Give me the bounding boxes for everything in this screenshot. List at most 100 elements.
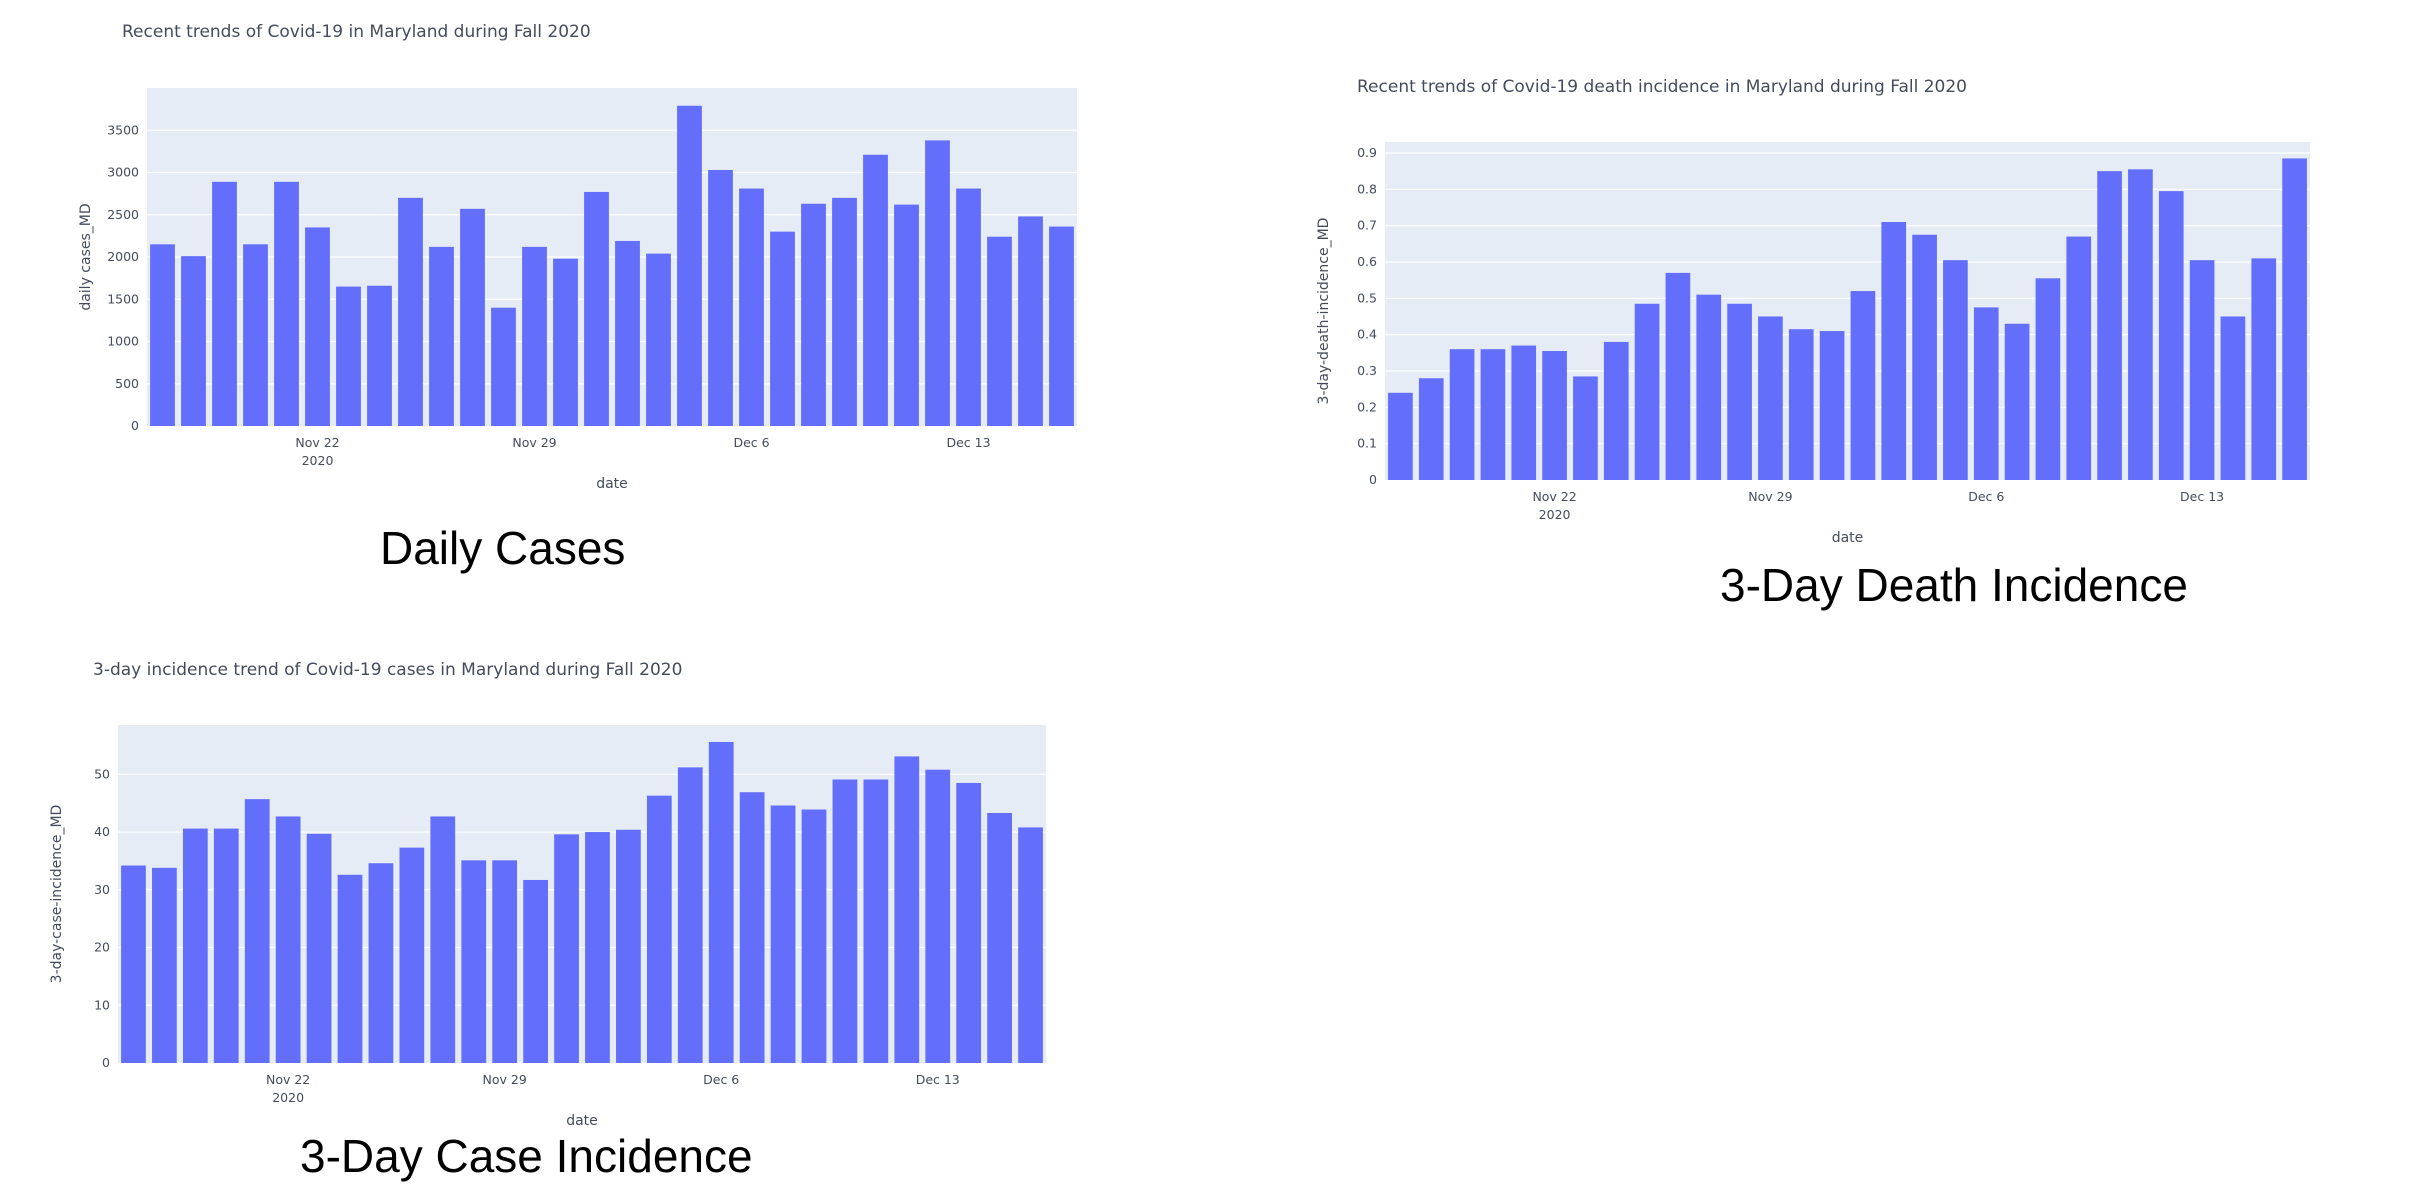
bar <box>460 208 485 426</box>
y-tick-label: 0.6 <box>1357 254 1377 269</box>
bar <box>2128 169 2153 480</box>
plot-area <box>118 725 1046 1063</box>
bar <box>708 741 734 1063</box>
bar <box>677 105 702 427</box>
y-tick-label: 2500 <box>107 207 139 222</box>
bar <box>863 154 888 426</box>
x-tick-label: Dec 6 <box>1968 489 2004 504</box>
bar <box>491 307 516 426</box>
x-tick-label: Dec 6 <box>703 1072 739 1087</box>
bar <box>244 799 270 1063</box>
x-tick-label: Dec 6 <box>733 435 769 450</box>
bar <box>275 816 301 1063</box>
bar <box>584 191 609 426</box>
bar <box>1603 341 1629 480</box>
bar <box>801 809 827 1063</box>
bar <box>1018 216 1043 426</box>
y-tick-label: 500 <box>115 376 139 391</box>
bar <box>1696 294 1722 480</box>
bar <box>1388 392 1413 480</box>
y-tick-label: 1000 <box>107 334 139 349</box>
bar <box>152 867 177 1063</box>
bar <box>336 286 361 426</box>
bar <box>646 253 671 426</box>
plot-area <box>1385 142 2310 480</box>
bar <box>522 246 547 426</box>
bar <box>739 792 765 1063</box>
bar <box>523 879 548 1063</box>
y-tick-label: 2000 <box>107 249 139 264</box>
bar <box>708 169 733 426</box>
bar <box>863 779 889 1063</box>
bar <box>1819 331 1845 480</box>
bar <box>770 231 795 426</box>
bar <box>615 240 640 426</box>
y-tick-label: 0 <box>131 418 139 433</box>
bar <box>2066 236 2092 480</box>
bar <box>2282 158 2307 480</box>
caption-case-incidence: 3-Day Case Incidence <box>300 1130 753 1182</box>
bar <box>925 140 950 426</box>
bar <box>2251 258 2277 480</box>
y-tick-label: 0.5 <box>1357 290 1377 305</box>
y-tick-label: 3000 <box>107 165 139 180</box>
bar <box>243 244 268 426</box>
case-incidence-chart: 0 10 20 30 40 50 Nov 22 2020 Nov 29 Dec 6 Dec 13 3-… <box>49 660 1046 1129</box>
bar <box>492 860 518 1063</box>
bar <box>1727 303 1752 480</box>
bar <box>585 832 610 1063</box>
y-tick-label: 0.2 <box>1357 399 1377 414</box>
x-tick-label: Nov 29 <box>1748 489 1792 504</box>
x-tick-year-label: 2020 <box>1539 507 1571 522</box>
bar <box>554 834 579 1063</box>
y-axis-label: daily cases_MD <box>78 203 94 310</box>
chart-panel-death: 0 0.1 0.2 0.3 0.4 0.5 0.6 0.7 0.8 0.9 Nov 22 2020 No… <box>1230 40 2422 620</box>
bar <box>2097 171 2122 480</box>
bar <box>429 246 454 426</box>
bar <box>1973 307 1999 480</box>
bar <box>367 285 392 426</box>
x-tick-label: Dec 13 <box>2180 489 2224 504</box>
bar <box>182 828 208 1063</box>
x-tick-label: Dec 13 <box>916 1072 960 1087</box>
chart-title: 3-day incidence trend of Covid-19 cases … <box>93 660 682 680</box>
bar <box>956 188 981 426</box>
y-tick-label: 0 <box>1369 472 1377 487</box>
bar <box>894 756 920 1063</box>
chart-panel-daily: 0 500 1000 1500 2000 2500 3000 3500 Nov 22 2020 No… <box>0 0 1100 571</box>
bar <box>646 795 672 1063</box>
bar <box>181 256 206 426</box>
bar <box>1912 234 1937 480</box>
bar <box>398 197 423 426</box>
daily-cases-chart: 0 500 1000 1500 2000 2500 3000 3500 Nov 22 2020 No… <box>78 22 1077 492</box>
bar <box>368 863 394 1063</box>
x-tick-label: Dec 13 <box>946 435 990 450</box>
x-tick-year-label: 2020 <box>302 453 334 468</box>
bar <box>212 181 237 426</box>
bar <box>739 188 764 426</box>
bar <box>399 847 425 1063</box>
bar <box>1511 345 1537 480</box>
x-axis-label: date <box>596 476 628 492</box>
bar <box>987 812 1012 1063</box>
x-tick-label: Nov 29 <box>483 1072 527 1087</box>
bar <box>1049 226 1074 426</box>
bar <box>461 860 487 1063</box>
y-tick-label: 0.9 <box>1357 145 1377 160</box>
x-tick-year-label: 2020 <box>272 1090 304 1105</box>
bar <box>1758 316 1783 480</box>
bar <box>553 258 578 426</box>
x-tick-label: Nov 22 <box>295 435 339 450</box>
y-tick-label: 0.1 <box>1357 436 1377 451</box>
bar <box>121 865 146 1063</box>
y-axis-label: 3-day-case-incidence_MD <box>49 805 65 984</box>
bar <box>1480 349 1506 480</box>
bar <box>2189 260 2215 480</box>
bar <box>2035 278 2061 480</box>
x-tick-label: Nov 22 <box>266 1072 310 1087</box>
y-tick-label: 3500 <box>107 122 139 137</box>
bar <box>1665 272 1691 480</box>
bar <box>306 833 332 1063</box>
bar <box>150 244 175 426</box>
y-tick-label: 30 <box>94 882 110 897</box>
